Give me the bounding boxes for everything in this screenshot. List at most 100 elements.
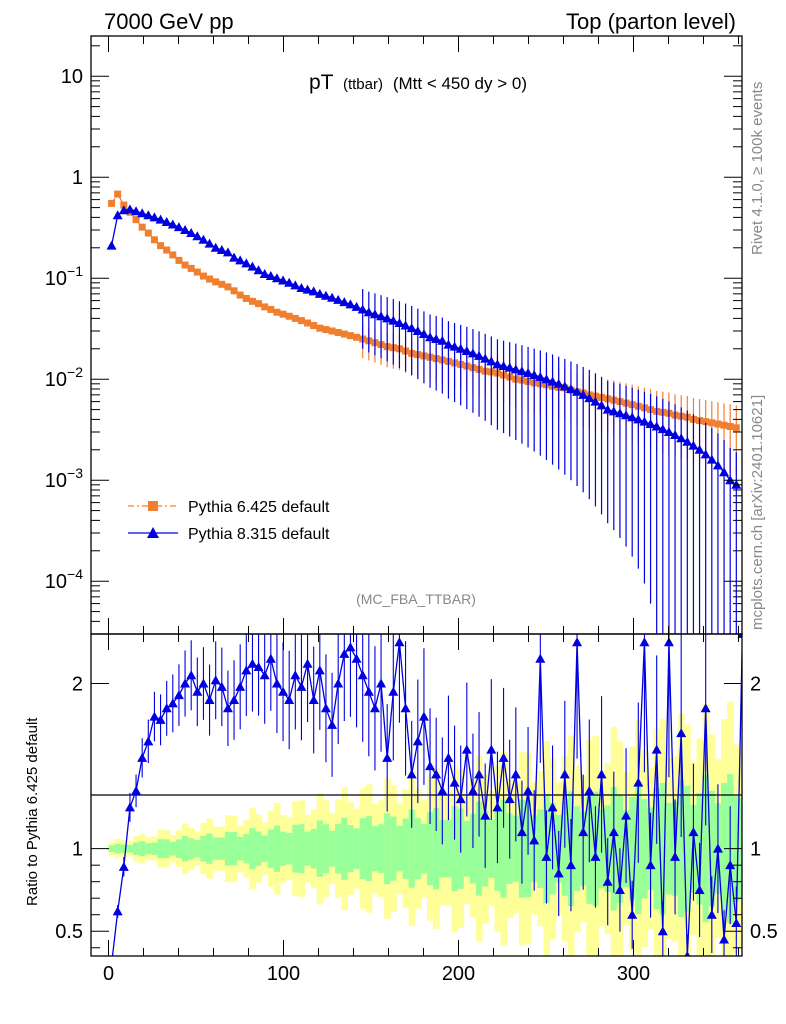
marker-square <box>199 272 207 280</box>
ratio-marker-triangle <box>731 917 742 927</box>
marker-triangle <box>461 346 472 356</box>
marker-triangle <box>149 212 160 222</box>
ratio-marker-triangle <box>296 681 307 691</box>
ratio-panel: 0.5 0.5 1 1 2 2 0 100 200 300 Ratio to Pythia 6.… <box>24 633 778 985</box>
band-green <box>126 844 134 853</box>
ratio-marker-triangle <box>516 827 527 837</box>
main-y-tick-label: 10−2 <box>45 364 83 391</box>
ratio-marker-triangle <box>412 736 423 746</box>
marker-triangle <box>627 412 638 422</box>
ratio-marker-triangle <box>584 785 595 795</box>
marker-triangle <box>222 247 233 257</box>
band-green <box>365 816 373 882</box>
band-green <box>298 824 305 874</box>
marker-triangle <box>657 424 668 434</box>
marker-triangle <box>290 280 301 290</box>
ratio-marker-triangle <box>363 686 374 696</box>
band-green <box>151 842 158 855</box>
band-green <box>629 796 636 901</box>
band-green <box>292 824 299 873</box>
marker-triangle <box>106 240 117 250</box>
main-y-tick-exp: −3 <box>67 465 83 481</box>
ratio-marker-triangle <box>443 752 454 762</box>
ratio-marker-triangle <box>486 744 497 754</box>
ratio-marker-triangle <box>369 703 380 713</box>
ratio-marker-triangle <box>327 719 338 729</box>
marker-triangle <box>602 404 613 414</box>
ratio-marker-triangle <box>498 752 509 762</box>
band-green <box>139 841 146 857</box>
ratio-marker-triangle <box>712 843 723 853</box>
main-y-tick-base: 10 <box>45 470 67 492</box>
band-green <box>335 823 342 874</box>
marker-triangle <box>210 242 221 252</box>
ratio-marker-triangle <box>290 670 301 680</box>
marker-triangle <box>241 258 252 268</box>
ratio-marker-triangle <box>124 802 135 812</box>
band-green <box>463 820 471 877</box>
band-green <box>408 809 416 888</box>
marker-square <box>273 308 281 316</box>
ratio-marker-triangle <box>596 769 607 779</box>
marker-triangle <box>719 467 730 477</box>
marker-square <box>230 287 238 295</box>
marker-triangle <box>584 393 595 403</box>
ratio-marker-triangle <box>247 658 258 668</box>
marker-square <box>267 305 275 313</box>
marker-triangle <box>431 333 442 343</box>
band-green <box>286 832 293 865</box>
marker-triangle <box>235 255 246 265</box>
band-green <box>182 835 189 862</box>
band-green <box>384 813 391 885</box>
band-green <box>476 801 483 896</box>
marker-square <box>279 310 287 318</box>
ratio-marker-triangle <box>222 703 233 713</box>
band-green <box>488 819 495 878</box>
ratio-marker-triangle <box>406 769 417 779</box>
ratio-marker-triangle <box>694 884 705 894</box>
x-tick-label: 100 <box>267 963 300 985</box>
x-tick-labels: 0 100 200 300 <box>103 963 650 985</box>
ratio-marker-triangle <box>523 785 534 795</box>
marker-triangle <box>443 339 454 349</box>
marker-triangle <box>382 313 393 323</box>
ratio-y-tick-label-left: 0.5 <box>55 921 83 943</box>
marker-square <box>236 291 244 299</box>
ratio-marker-triangle <box>210 675 221 685</box>
marker-square <box>322 326 330 334</box>
marker-square <box>285 312 293 320</box>
mcplots-label: mcplots.cern.ch [arXiv:2401.10621] <box>749 395 766 630</box>
band-green <box>371 825 379 872</box>
marker-square <box>187 264 195 272</box>
marker-triangle <box>578 389 589 399</box>
ratio-marker-triangle <box>639 637 650 647</box>
ratio-marker-triangle <box>706 909 717 919</box>
band-green <box>402 818 410 879</box>
rivet-label: Rivet 4.1.0, ≥ 100k events <box>749 82 766 255</box>
legend-entry-pythia6: Pythia 6.425 default <box>128 499 330 516</box>
marker-triangle <box>376 311 387 321</box>
marker-square <box>157 242 165 250</box>
band-green <box>114 843 122 854</box>
series-pythia8 <box>106 204 742 634</box>
band-green <box>665 802 673 895</box>
ratio-marker-triangle <box>467 785 478 795</box>
band-green <box>329 830 336 867</box>
marker-square <box>316 324 324 332</box>
ratio-marker-triangle <box>259 670 270 680</box>
marker-triangle <box>327 292 338 302</box>
band-green <box>310 828 318 869</box>
ratio-y-tick-label-right: 2 <box>750 674 761 696</box>
band-green <box>678 780 685 918</box>
ratio-marker-triangle <box>351 653 362 663</box>
band-green <box>188 838 195 860</box>
ratio-marker-triangle <box>627 909 638 919</box>
marker-triangle <box>357 304 368 314</box>
ratio-marker-triangle <box>553 868 564 878</box>
legend-label-pythia8: Pythia 8.315 default <box>188 526 330 543</box>
marker-triangle <box>388 315 399 325</box>
marker-square <box>175 256 183 264</box>
ratio-y-axis-label: Ratio to Pythia 6.425 default <box>24 717 41 906</box>
marker-triangle <box>345 299 356 309</box>
